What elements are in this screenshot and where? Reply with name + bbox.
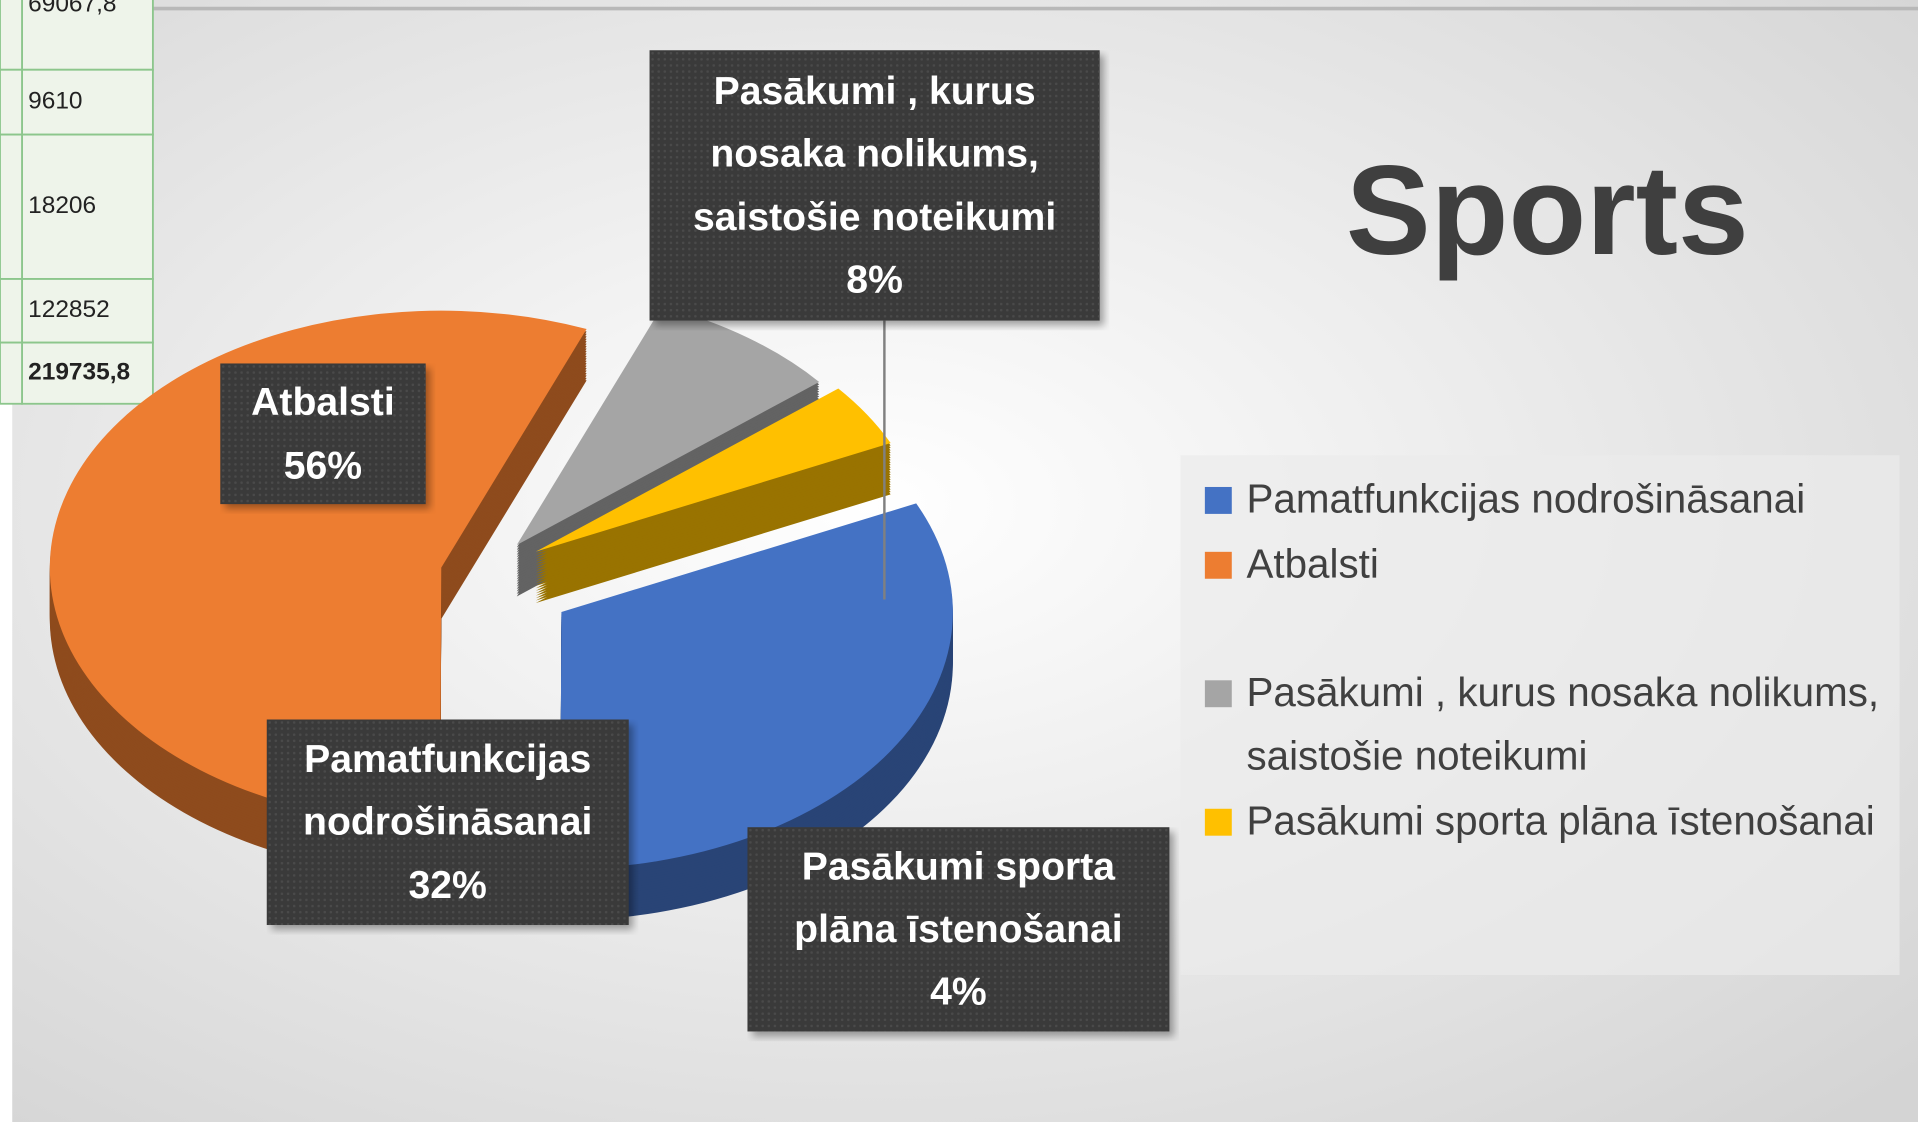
- table-cell-left: [0, 341, 23, 405]
- data-label-category: Pasākumi , kurus nosaka nolikums, saisto…: [692, 68, 1057, 238]
- legend-label: Pasākumi sporta plāna īstenošanai: [1246, 797, 1875, 844]
- legend-item: Pamatfunkcijas nodrošināsanai: [1200, 467, 1880, 532]
- legend-item: Pasākumi , kurus nosaka nolikums, saisto…: [1200, 660, 1880, 789]
- table-cell-left: [0, 68, 23, 136]
- legend-swatch: [1204, 486, 1232, 514]
- table-cell: [21, 341, 154, 405]
- data-label-value: 32%: [408, 862, 487, 907]
- table-value: 69067,8: [28, 0, 116, 17]
- table-value: 18206: [28, 192, 96, 219]
- data-label-category: Atbalsti: [251, 379, 395, 424]
- legend-swatch: [1204, 679, 1232, 707]
- legend-item: Pasākumi sporta plāna īstenošanai: [1200, 789, 1880, 854]
- legend-label: Pamatfunkcijas nodrošināsanai: [1246, 475, 1806, 522]
- table-value: 219735,8: [28, 359, 130, 386]
- legend-swatch: [1204, 808, 1232, 836]
- data-label-value: 8%: [846, 256, 903, 301]
- table-value: 122852: [28, 296, 110, 323]
- chart-title: Sports: [1346, 139, 1749, 281]
- slice: [49, 310, 587, 825]
- slice: [560, 503, 953, 869]
- table-cell: [21, 133, 154, 280]
- data-label-box: Pamatfunkcijas nodrošināsanai 32%: [266, 719, 629, 926]
- table-cell: [21, 278, 154, 344]
- data-label: Pamatfunkcijas nodrošināsanai 32%: [266, 719, 629, 926]
- table-cell-left: [0, 0, 23, 71]
- table: 69067,8 9610 18206 122852 219735,8: [0, 0, 154, 405]
- data-labels: Pamatfunkcijas nodrošināsanai 32% Atbalsti…: [220, 50, 1170, 1032]
- data-label-box: Atbalsti 56%: [220, 363, 426, 505]
- table-cell-left: [0, 278, 23, 344]
- data-label: Atbalsti 56%: [220, 363, 426, 505]
- legend-swatch: [1204, 551, 1232, 579]
- legend: Pamatfunkcijas nodrošināsanai Atbalsti Pas…: [1180, 455, 1900, 976]
- legend-item: Atbalsti: [1200, 532, 1880, 597]
- data-label: Pasākumi , kurus nosaka nolikums, saisto…: [649, 50, 1100, 321]
- slice: [516, 306, 820, 546]
- slice: [535, 388, 891, 552]
- data-label-box: Pasākumi sporta plāna īstenošanai 4%: [747, 827, 1170, 1032]
- legend-label: Atbalsti: [1246, 540, 1379, 586]
- data-label-value: 4%: [930, 969, 987, 1014]
- pie: [49, 306, 953, 921]
- legend-label: Pasākumi , kurus nosaka nolikums, saisto…: [1246, 668, 1880, 779]
- data-label-box: Pasākumi , kurus nosaka nolikums, saisto…: [649, 50, 1100, 321]
- data-label-value: 56%: [283, 442, 363, 487]
- data-label-category: Pamatfunkcijas nodrošināsanai: [303, 736, 593, 844]
- table-cell: [21, 0, 154, 71]
- data-label-category: Pasākumi sporta plāna īstenošanai: [794, 843, 1123, 951]
- table-cell-left: [0, 133, 23, 280]
- legend-box: Pamatfunkcijas nodrošināsanai Atbalsti Pas…: [1180, 455, 1900, 976]
- table-value: 9610: [28, 88, 82, 115]
- data-label: Pasākumi sporta plāna īstenošanai 4%: [747, 827, 1170, 1032]
